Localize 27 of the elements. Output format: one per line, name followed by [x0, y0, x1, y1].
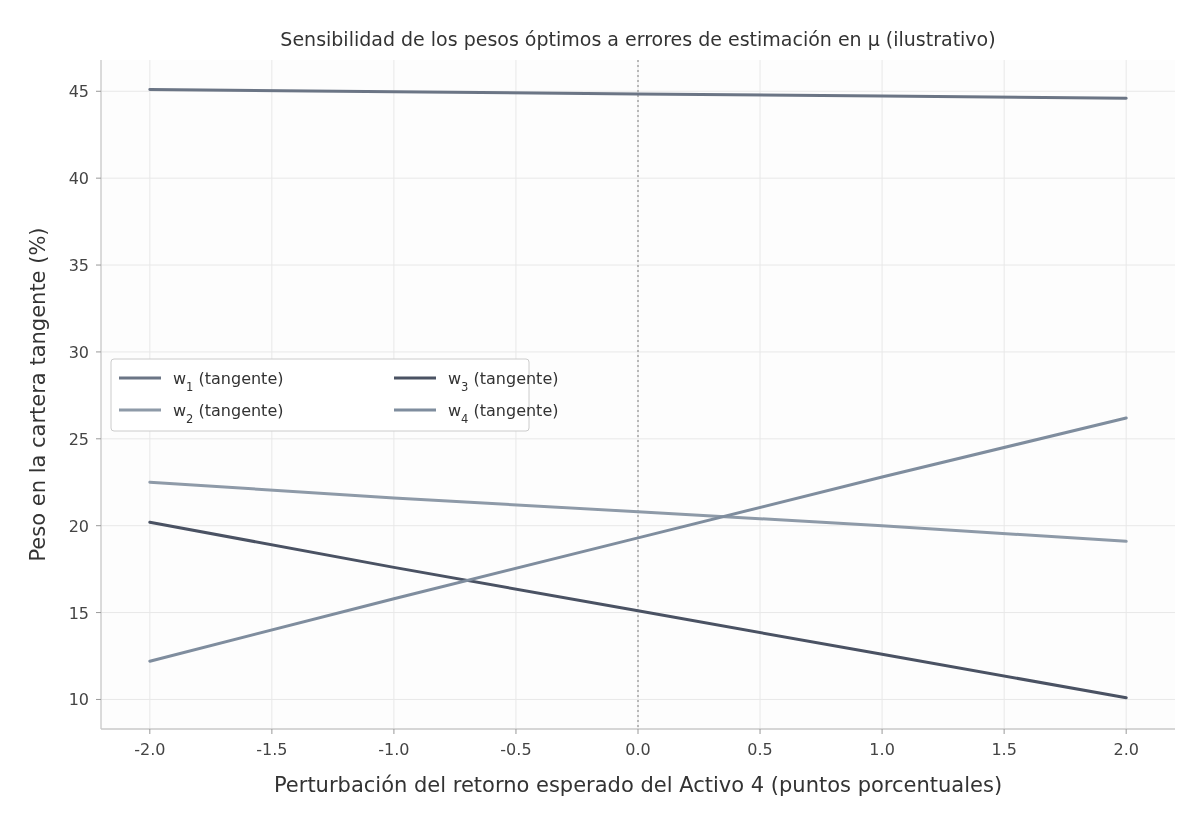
x-tick-label: 2.0 — [1113, 740, 1139, 759]
x-tick-label: -1.5 — [256, 740, 288, 759]
legend-label: w$_{1}$ (tangente) — [173, 369, 284, 394]
line-series — [148, 520, 1128, 700]
y-tick-label: 30 — [68, 342, 89, 362]
chart-title: Sensibilidad de los pesos óptimos a errores de estimación en μ (ilustrativo) — [280, 28, 996, 50]
x-tick-label: 1.0 — [869, 740, 895, 759]
line-series — [148, 88, 1128, 100]
x-tick-label: 0.5 — [747, 740, 773, 759]
line-series — [148, 480, 1128, 543]
y-tick-label: 20 — [68, 516, 89, 536]
y-tick-label: 35 — [68, 256, 89, 276]
legend-label: w$_{4}$ (tangente) — [448, 401, 559, 426]
x-axis-title: Perturbación del retorno esperado del Activo 4 (puntos porcentuales) — [273, 773, 1003, 797]
x-tick-label: -0.5 — [500, 740, 532, 759]
x-tick-label: 0.0 — [625, 740, 651, 759]
x-tick-label: -1.0 — [378, 740, 410, 759]
legend-label: w$_{2}$ (tangente) — [173, 401, 284, 426]
x-tick-label: -2.0 — [134, 740, 166, 759]
y-tick-label: 40 — [68, 169, 89, 189]
x-tick-label: 1.5 — [991, 740, 1017, 759]
y-tick-label: 10 — [68, 690, 89, 710]
y-axis-title: Peso en la cartera tangente (%) — [26, 227, 50, 562]
y-tick-label: 45 — [68, 82, 89, 102]
y-tick-label: 15 — [68, 603, 89, 623]
y-tick-label: 25 — [68, 429, 89, 449]
legend-label: w$_{3}$ (tangente) — [448, 369, 559, 394]
